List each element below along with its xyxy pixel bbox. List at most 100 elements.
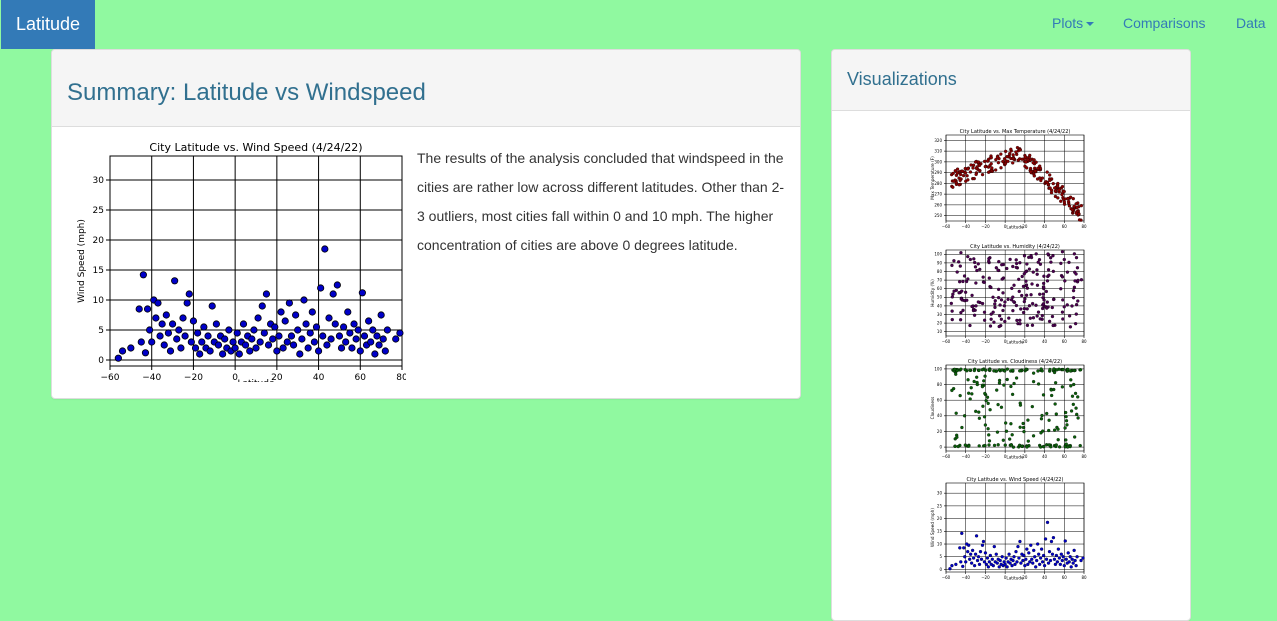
data-point: [310, 338, 318, 346]
data-point: [968, 368, 972, 372]
data-point: [256, 338, 264, 346]
data-point: [1054, 553, 1059, 558]
chart-title: City Latitude vs. Humidity (4/24/22): [970, 244, 1060, 250]
brand-link[interactable]: Latitude: [1, 0, 95, 49]
data-point: [1014, 258, 1018, 262]
data-point: [954, 372, 958, 376]
y-tick-label: 0: [98, 356, 104, 366]
data-point: [955, 369, 959, 373]
data-point: [118, 347, 127, 355]
visualizations-title: Visualizations: [847, 69, 957, 89]
data-point: [974, 534, 979, 538]
data-point: [1038, 556, 1043, 560]
data-point: [961, 173, 966, 178]
data-point: [319, 332, 327, 340]
x-tick-label: 80: [396, 373, 406, 382]
data-point: [994, 552, 998, 556]
x-tick-label: 40: [1042, 454, 1048, 459]
data-point: [959, 297, 963, 301]
data-point: [1076, 299, 1080, 303]
data-point: [1036, 382, 1041, 386]
data-point: [1064, 557, 1068, 561]
data-point: [1072, 285, 1077, 289]
data-point: [1018, 425, 1022, 429]
data-point: [1066, 199, 1071, 204]
data-point: [1031, 379, 1036, 384]
data-point: [1069, 565, 1073, 569]
data-point: [302, 320, 310, 328]
data-point: [166, 347, 175, 355]
data-point: [306, 329, 314, 337]
data-point: [1020, 274, 1024, 279]
data-point: [1045, 300, 1049, 304]
data-point: [329, 290, 337, 298]
visualizations-panel: Visualizations City Latitude vs. Max Tem…: [831, 49, 1191, 621]
data-point: [982, 415, 987, 419]
data-point: [1056, 427, 1060, 431]
data-point: [1020, 293, 1024, 298]
data-point: [967, 543, 971, 547]
data-point: [1072, 368, 1077, 373]
nav-data-link[interactable]: Data: [1236, 15, 1266, 31]
data-point: [957, 260, 961, 264]
data-point: [1035, 314, 1039, 318]
data-point: [960, 531, 964, 535]
nav-plots-dropdown[interactable]: Plots: [1052, 15, 1095, 31]
data-point: [327, 335, 335, 343]
data-point: [1062, 305, 1066, 309]
data-point: [1022, 254, 1027, 258]
summary-title: Summary: Latitude vs Windspeed: [67, 79, 426, 106]
data-point: [972, 176, 976, 181]
cloudiness-thumbnail[interactable]: City Latitude vs. Cloudiness (4/24/22) −6…: [928, 356, 1090, 471]
data-point: [1051, 181, 1055, 186]
max-temperature-thumbnail[interactable]: City Latitude vs. Max Temperature (4/24/…: [928, 126, 1090, 241]
data-point: [269, 335, 277, 343]
data-point: [955, 270, 959, 274]
data-point: [1000, 263, 1004, 267]
wind-speed-thumbnail[interactable]: City Latitude vs. Wind Speed (4/24/22) −6…: [928, 474, 1090, 591]
data-point: [1029, 255, 1034, 260]
x-tick-label: −20: [981, 224, 990, 229]
data-point: [1023, 563, 1027, 568]
nav-comparisons-link[interactable]: Comparisons: [1123, 15, 1206, 31]
data-point: [1071, 296, 1076, 300]
data-point: [1033, 169, 1038, 173]
y-tick-label: 30: [937, 312, 943, 317]
data-point: [168, 320, 177, 328]
y-tick-label: 20: [937, 321, 943, 326]
data-point: [1040, 314, 1044, 318]
data-point: [189, 317, 198, 325]
data-point: [955, 435, 959, 439]
data-point: [1014, 376, 1019, 380]
y-tick-label: 320: [934, 138, 942, 143]
y-tick-label: 0: [939, 567, 942, 572]
y-tick-label: 20: [937, 516, 943, 521]
data-point: [1007, 552, 1011, 556]
data-point: [1003, 319, 1007, 324]
data-point: [963, 171, 968, 175]
data-point: [1053, 189, 1057, 193]
data-point: [1052, 370, 1057, 375]
data-point: [1023, 297, 1027, 301]
data-point: [1007, 316, 1011, 320]
data-point: [1018, 148, 1022, 152]
data-point: [993, 299, 997, 303]
data-point: [970, 293, 974, 298]
data-point: [999, 298, 1004, 302]
data-point: [141, 349, 150, 357]
data-point: [1039, 178, 1043, 183]
data-point: [1032, 158, 1036, 162]
data-point: [982, 560, 987, 564]
data-point: [1012, 300, 1016, 304]
data-point: [974, 166, 979, 170]
data-point: [289, 341, 298, 349]
data-point: [993, 305, 997, 310]
y-tick-label: 300: [934, 159, 942, 164]
data-point: [958, 172, 963, 177]
y-axis-label: Wind Speed (mph): [930, 508, 935, 547]
data-point: [1039, 431, 1043, 435]
data-point: [1064, 442, 1068, 446]
data-point: [1001, 438, 1005, 442]
humidity-thumbnail[interactable]: City Latitude vs. Humidity (4/24/22) −60 −…: [928, 241, 1090, 356]
data-point: [978, 267, 982, 272]
